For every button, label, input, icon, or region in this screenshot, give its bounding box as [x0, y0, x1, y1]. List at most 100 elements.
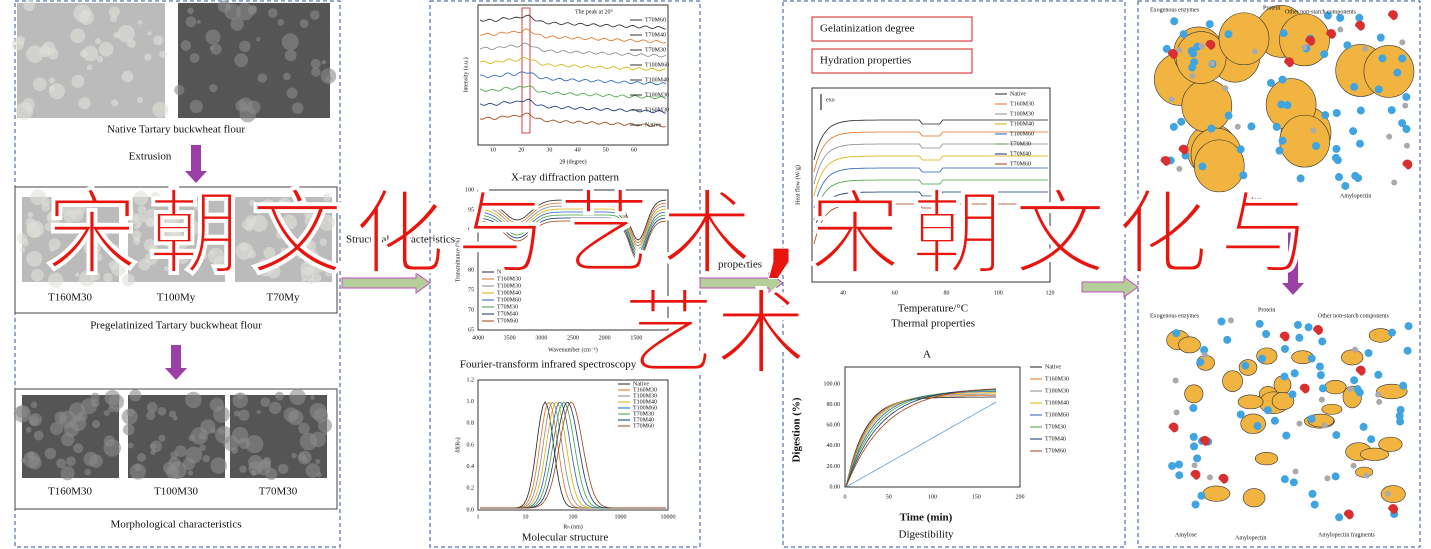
arrow — [1081, 276, 1139, 298]
legend-entry: T100M30 — [1045, 388, 1069, 394]
label: 2θ (degree) — [559, 158, 586, 165]
legend-entry: T100M60 — [497, 297, 521, 303]
photo-texture — [44, 222, 54, 232]
photo-texture — [149, 443, 156, 450]
legend-entry: T160M30 — [497, 276, 521, 282]
photo-texture — [256, 37, 261, 42]
photo-texture — [137, 20, 143, 25]
label: Wavenumber (cm⁻¹) — [548, 346, 598, 353]
label: T160M30 — [48, 486, 93, 498]
photo-texture — [163, 265, 170, 272]
granule — [1175, 31, 1227, 84]
component — [1310, 127, 1317, 134]
label: properties — [718, 259, 762, 271]
highlight — [521, 7, 531, 134]
curve — [479, 71, 667, 86]
curve — [479, 202, 667, 244]
x-tick-label: 10 — [523, 514, 529, 520]
photo-texture — [25, 105, 33, 114]
photo-texture — [295, 236, 311, 253]
component — [1208, 60, 1215, 67]
photo-texture — [94, 37, 102, 45]
protein — [1289, 478, 1298, 487]
photo-texture — [66, 456, 76, 467]
enzyme — [1279, 331, 1290, 342]
x-tick-label: 100 — [569, 514, 578, 520]
x-tick-label: 150 — [972, 494, 981, 500]
photo-texture — [230, 17, 244, 31]
label: Thermal properties — [891, 318, 975, 330]
x-tick-label: 40 — [575, 147, 581, 153]
protein — [1310, 500, 1319, 509]
y-tick-label: 75 — [468, 287, 474, 293]
photo-texture — [256, 410, 261, 415]
photo-texture — [283, 407, 299, 423]
label: The peak at 20° — [575, 8, 613, 15]
protein — [1334, 173, 1343, 182]
photo-texture — [231, 426, 249, 444]
panel-border — [429, 0, 701, 548]
x-tick-label: 10000 — [661, 514, 676, 520]
photo-texture — [143, 238, 157, 252]
photo-texture — [122, 273, 135, 287]
photo-texture — [82, 45, 99, 62]
photo-texture — [225, 3, 231, 9]
arrow — [699, 272, 784, 294]
label: Intensity (a.u.) — [462, 57, 469, 92]
label: T100My — [157, 292, 196, 304]
photo-texture — [71, 209, 84, 222]
photo-texture — [328, 217, 333, 222]
granule — [1359, 447, 1390, 461]
overlay-text: 艺术 — [623, 280, 807, 387]
label: Transmittance (%) — [454, 238, 461, 283]
legend-entry: T100M60 — [1045, 412, 1069, 418]
enzyme — [1168, 422, 1179, 433]
photo-texture — [103, 231, 109, 238]
label: Digestion (%) — [791, 397, 803, 462]
legend-entry: T100M30 — [1010, 111, 1034, 117]
legend-entry: T160M30 — [633, 387, 657, 393]
photo-texture — [275, 391, 284, 401]
overlay-text: 宋朝文化与艺术,宋朝文化与 — [46, 180, 1311, 287]
x-tick-label: 30 — [546, 147, 552, 153]
photo-texture — [121, 408, 138, 425]
protein — [1350, 376, 1359, 385]
photo-texture — [281, 33, 299, 51]
curve — [845, 395, 996, 488]
component — [1176, 47, 1183, 54]
y-tick-label: 0.8 — [467, 421, 475, 427]
legend-entry: T100M40 — [1010, 121, 1034, 127]
protein — [1169, 122, 1178, 131]
protein — [1374, 370, 1383, 379]
protein — [1315, 362, 1324, 371]
photo-texture — [180, 40, 192, 51]
curve — [479, 56, 667, 72]
photo-texture — [297, 254, 302, 259]
curve — [845, 393, 996, 488]
photo-texture — [84, 468, 91, 476]
photo-texture — [13, 405, 31, 423]
curve — [479, 220, 667, 262]
photo-texture — [310, 395, 315, 400]
protein — [1200, 345, 1209, 354]
protein — [1398, 119, 1407, 128]
photo-texture — [152, 101, 169, 118]
label: Extrusion — [1222, 241, 1265, 253]
photo-texture — [174, 84, 185, 96]
legend-entry: T70M60 — [1010, 161, 1031, 167]
label: Fourier-transform infrared spectroscopy … — [460, 359, 670, 371]
protein — [1189, 404, 1198, 413]
y-tick-label: 70 — [468, 307, 474, 313]
label: Time (min) — [900, 512, 953, 524]
x-tick-label: 100 — [928, 494, 937, 500]
protein — [1336, 13, 1345, 22]
y-tick-label: 90 — [468, 227, 474, 233]
legend-entry: T70M60 — [1045, 448, 1066, 454]
panel-border — [782, 0, 1126, 548]
x-tick-label: 20 — [518, 147, 524, 153]
protein — [1236, 410, 1245, 419]
label: Exogenous enzymes — [1150, 7, 1200, 13]
photo-texture — [75, 272, 80, 277]
curve — [813, 119, 1048, 161]
photo-texture — [25, 217, 36, 228]
